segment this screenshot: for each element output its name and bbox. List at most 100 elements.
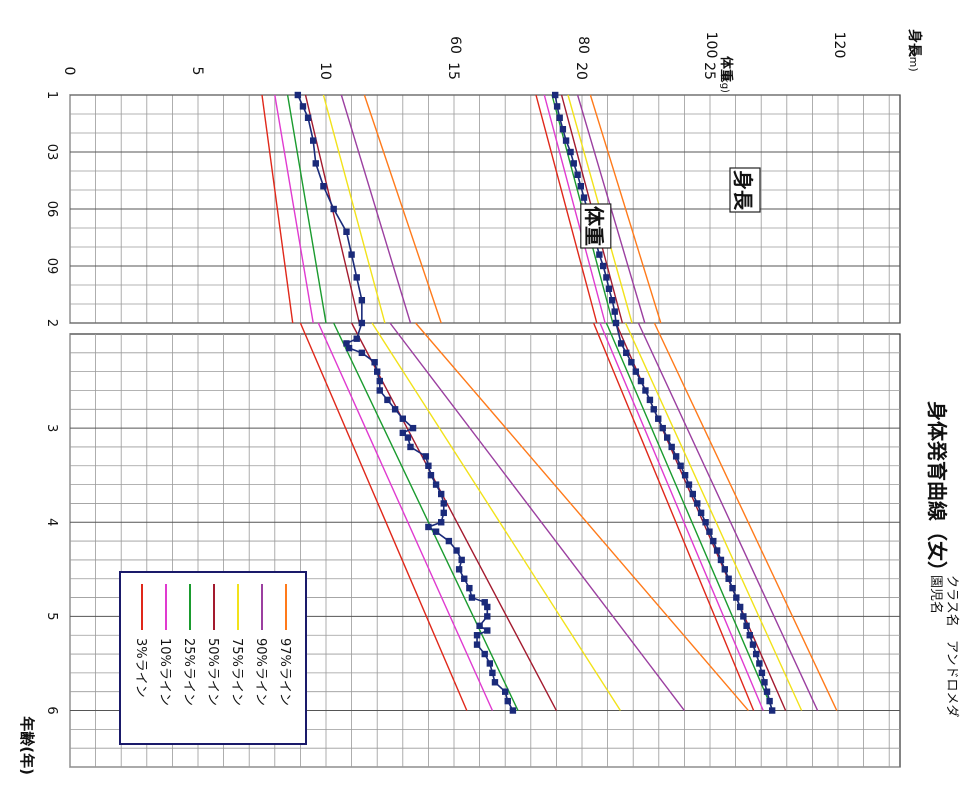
weight-series-point xyxy=(409,424,417,432)
height-series-point xyxy=(768,707,776,714)
height-series-point xyxy=(749,641,757,648)
x-tick-label: 2 xyxy=(44,319,59,327)
height-series-point xyxy=(596,251,603,258)
weight-series-point xyxy=(425,523,432,531)
weight-axis-title: 体重 xyxy=(718,56,734,82)
weight-percentile-p25-line xyxy=(333,322,519,711)
weight-series-point xyxy=(473,641,481,648)
height-axis-title: 身長 xyxy=(906,29,923,58)
weight-series-point xyxy=(343,228,350,236)
weight-series-point xyxy=(384,396,391,404)
height-percentile-p90-line xyxy=(637,322,819,711)
height-series-point xyxy=(717,556,725,564)
weight-series-point xyxy=(348,251,355,258)
height-series-point xyxy=(655,415,662,422)
weight-series-point xyxy=(310,137,317,144)
height-series-point xyxy=(663,434,671,441)
weight-series-point xyxy=(407,443,414,451)
height-percentile-p3-line xyxy=(592,322,755,711)
weight-series-point xyxy=(358,297,366,304)
height-series-point xyxy=(599,262,607,270)
height-series-point xyxy=(710,537,717,545)
x-tick-label: 1 xyxy=(44,91,59,99)
weight-tick-label: 20 xyxy=(573,62,589,80)
weight-series-point xyxy=(304,114,312,121)
height-series-point xyxy=(562,137,570,144)
weight-series-point xyxy=(399,429,406,437)
x-tick-label: 06 xyxy=(44,201,59,218)
height-percentile-p10-line xyxy=(543,94,606,324)
legend-label: 10%ライン xyxy=(157,638,172,706)
weight-series-point xyxy=(491,679,499,686)
height-percentile-p97-line xyxy=(653,322,838,711)
weight-percentile-p97-line xyxy=(363,94,442,324)
height-series-point xyxy=(570,160,577,167)
weight-series-point xyxy=(432,481,440,488)
weight-percentile-p90-line xyxy=(389,322,685,711)
weight-series-point xyxy=(501,688,509,695)
height-annotation-text: 身長 xyxy=(731,170,755,211)
height-series-point xyxy=(725,575,732,582)
weight-series-point xyxy=(422,453,430,460)
height-series-point xyxy=(740,613,747,620)
height-series-point xyxy=(689,490,696,498)
height-tick-label: 60 xyxy=(447,36,463,54)
height-series-point xyxy=(553,103,561,110)
height-series-point xyxy=(628,359,635,366)
legend-label: 25%ライン xyxy=(181,638,196,706)
weight-percentile-p3-line xyxy=(261,94,294,324)
weight-series-point xyxy=(484,613,491,620)
weight-series-point xyxy=(376,387,383,394)
height-series-point xyxy=(574,171,581,179)
height-series-point xyxy=(697,509,705,517)
height-series-point xyxy=(685,481,693,488)
height-series-point xyxy=(603,274,610,281)
weight-series-point xyxy=(371,359,378,366)
weight-percentile-p10-line xyxy=(317,322,494,711)
weight-series-point xyxy=(504,697,511,705)
weight-percentile-p50-line xyxy=(350,322,558,711)
x-tick-label: 6 xyxy=(44,706,59,714)
height-series-point xyxy=(650,406,657,413)
weight-series-point xyxy=(484,603,491,611)
height-series-point xyxy=(713,547,721,554)
weight-series-point xyxy=(440,509,447,517)
weight-percentile-p25-line xyxy=(286,94,327,324)
legend-label: 97%ライン xyxy=(277,638,292,706)
height-series-point xyxy=(761,679,768,686)
x-tick-label: 09 xyxy=(44,258,59,275)
height-percentile-p25-line xyxy=(605,322,774,711)
height-series-point xyxy=(746,632,753,639)
height-annotation-box xyxy=(729,167,761,213)
height-series-point xyxy=(752,650,760,658)
weight-series-point xyxy=(330,205,337,213)
weight-percentile-p97-line xyxy=(415,322,749,711)
height-series-point xyxy=(637,377,645,385)
weight-series-point xyxy=(489,669,496,677)
weight-series-point xyxy=(432,528,440,535)
height-percentile-p75-line xyxy=(624,322,803,711)
weight-series-point xyxy=(358,319,366,327)
weight-series-point xyxy=(438,519,445,526)
weight-series-point xyxy=(466,584,473,592)
weight-series-point xyxy=(455,566,463,573)
weight-series-point xyxy=(320,183,327,190)
height-series-point xyxy=(567,148,574,156)
height-tick-label: 80 xyxy=(575,36,591,54)
weight-series-point xyxy=(453,547,460,554)
height-percentile-p97-line xyxy=(589,94,662,324)
weight-series-point xyxy=(481,650,488,658)
weight-series-point xyxy=(468,594,476,601)
height-series-point xyxy=(721,566,728,573)
height-series-point xyxy=(623,349,630,357)
weight-series-point xyxy=(438,490,445,498)
height-series-point xyxy=(605,285,613,293)
weight-series-point xyxy=(476,622,483,630)
weight-series-point xyxy=(358,349,366,357)
weight-series-point xyxy=(399,415,406,422)
weight-percentile-p75-line xyxy=(371,322,621,711)
legend-label: 75%ライン xyxy=(229,638,244,706)
height-series-point xyxy=(743,622,750,630)
height-series-point xyxy=(672,453,680,460)
